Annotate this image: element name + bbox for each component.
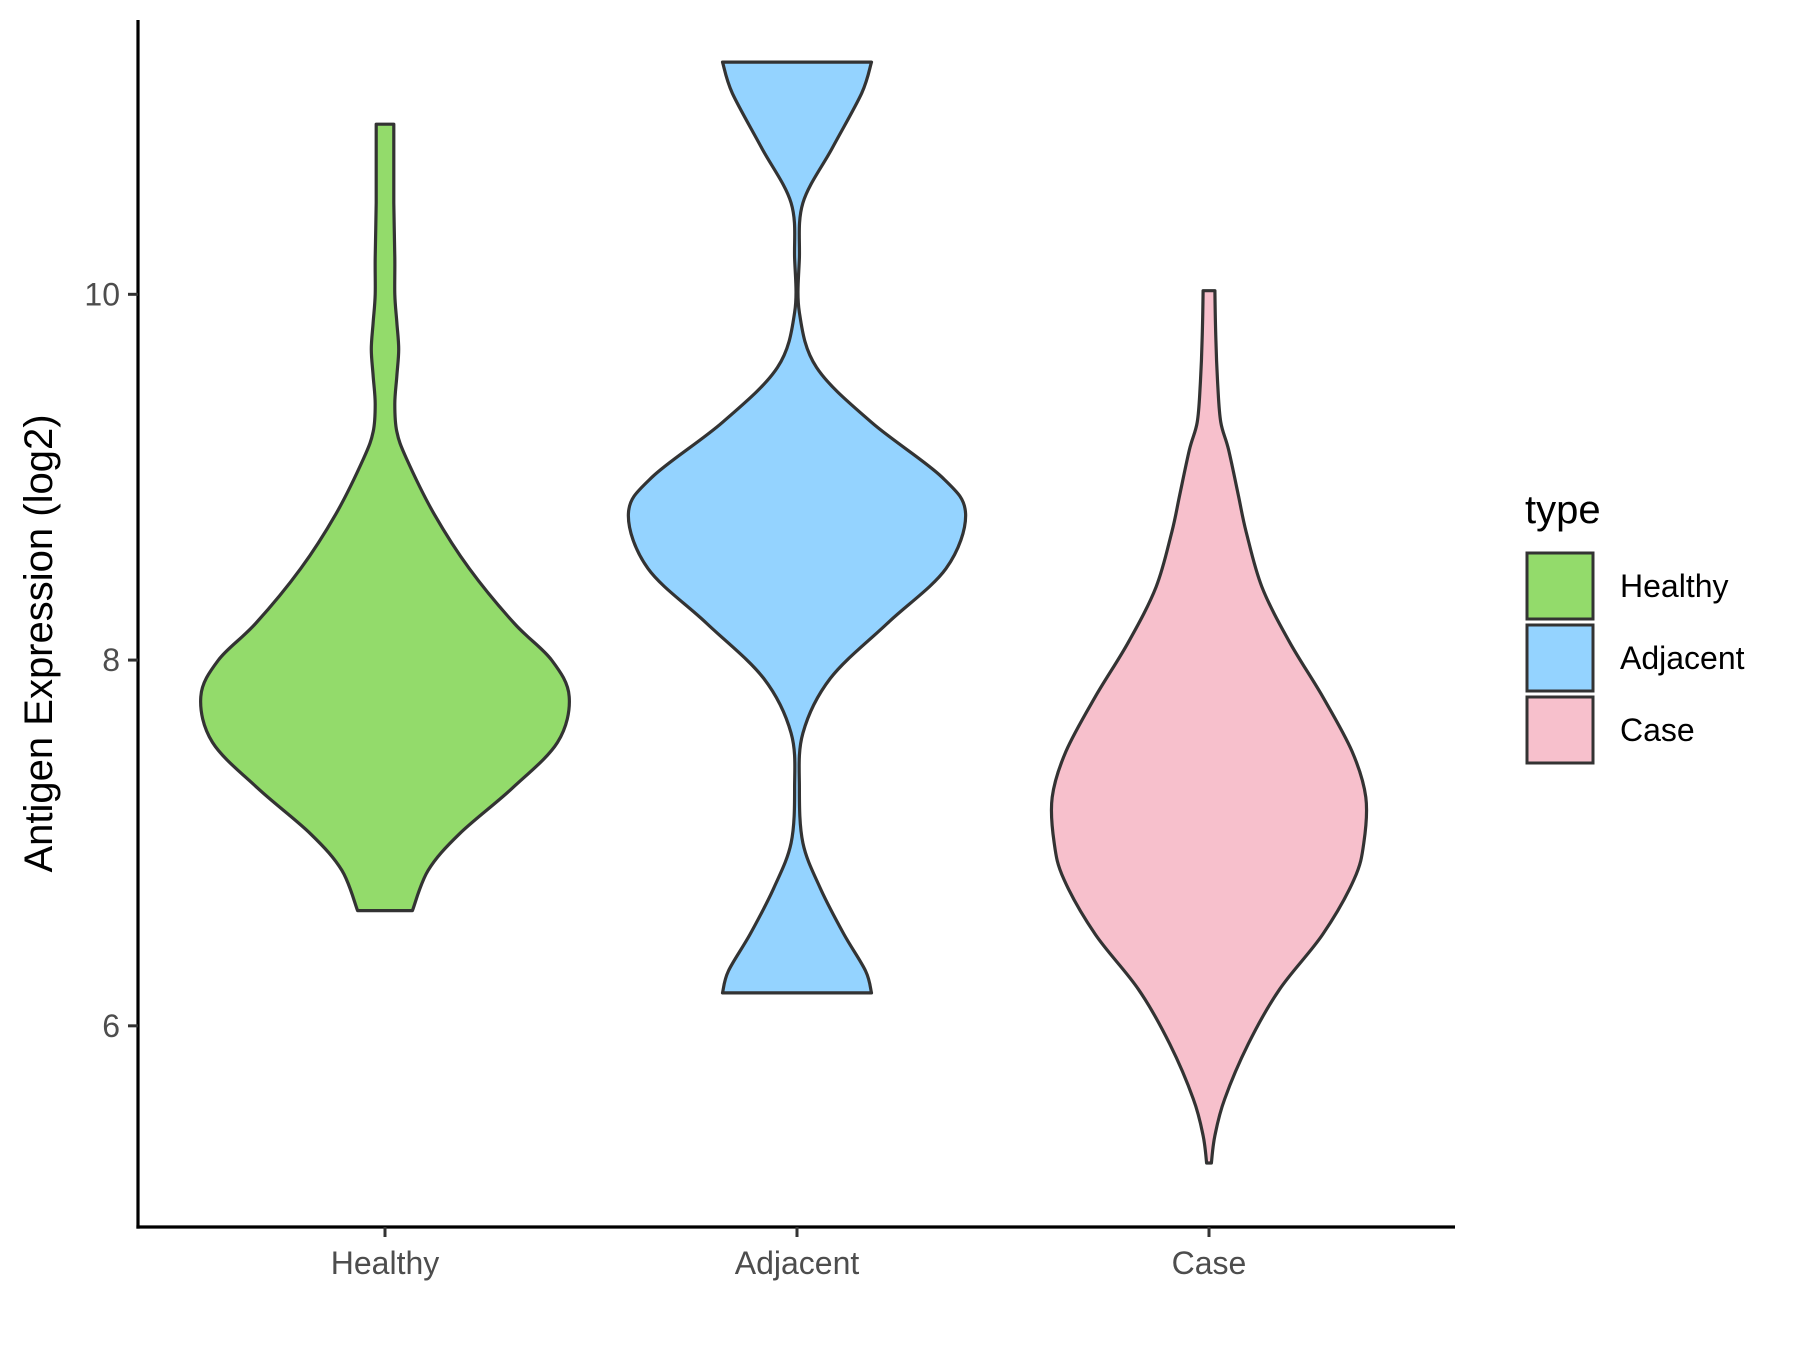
legend-swatch-adjacent [1525,623,1595,693]
y-tick-label: 6 [102,1008,120,1044]
legend-label-healthy: Healthy [1620,568,1729,604]
y-axis-title: Antigen Expression (log2) [17,414,61,872]
legend: type Healthy Adjacent Case [1525,488,1745,765]
legend-label-adjacent: Adjacent [1620,640,1745,676]
x-tick-label: Case [1172,1245,1247,1281]
violin-adjacent [626,60,968,995]
y-tick-label: 10 [84,276,120,312]
legend-title: type [1525,488,1601,532]
y-tick-label: 8 [102,642,120,678]
x-axis-ticks: Healthy Adjacent Case [331,1227,1247,1281]
legend-swatch-case [1525,695,1595,765]
violin-case [1049,289,1369,1165]
legend-swatch-healthy [1525,551,1595,621]
violin-healthy [199,122,571,913]
y-axis-ticks: 6 8 10 [84,276,138,1044]
x-tick-label: Adjacent [735,1245,860,1281]
x-tick-label: Healthy [331,1245,440,1281]
violins-layer [199,60,1369,1165]
legend-label-case: Case [1620,712,1695,748]
